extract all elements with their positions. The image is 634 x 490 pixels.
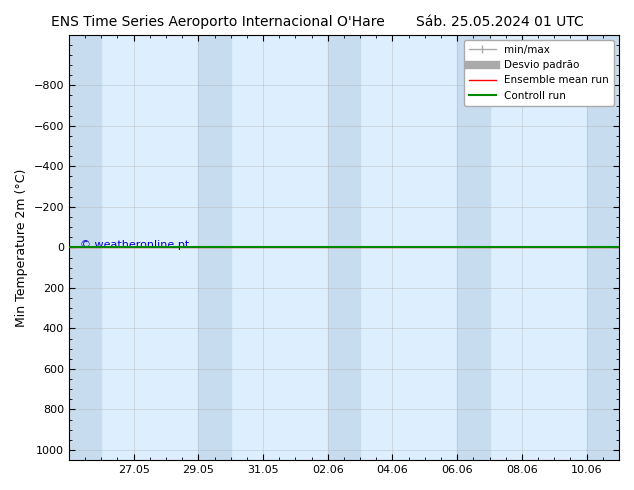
Bar xyxy=(586,35,619,460)
Legend: min/max, Desvio padrão, Ensemble mean run, Controll run: min/max, Desvio padrão, Ensemble mean ru… xyxy=(464,40,614,106)
Text: ENS Time Series Aeroporto Internacional O'Hare: ENS Time Series Aeroporto Internacional … xyxy=(51,15,384,29)
Y-axis label: Min Temperature 2m (°C): Min Temperature 2m (°C) xyxy=(15,168,28,326)
Bar xyxy=(457,35,489,460)
Bar xyxy=(69,35,101,460)
Bar xyxy=(198,35,231,460)
Bar xyxy=(328,35,360,460)
Text: Sáb. 25.05.2024 01 UTC: Sáb. 25.05.2024 01 UTC xyxy=(415,15,583,29)
Text: © weatheronline.pt: © weatheronline.pt xyxy=(80,240,189,250)
